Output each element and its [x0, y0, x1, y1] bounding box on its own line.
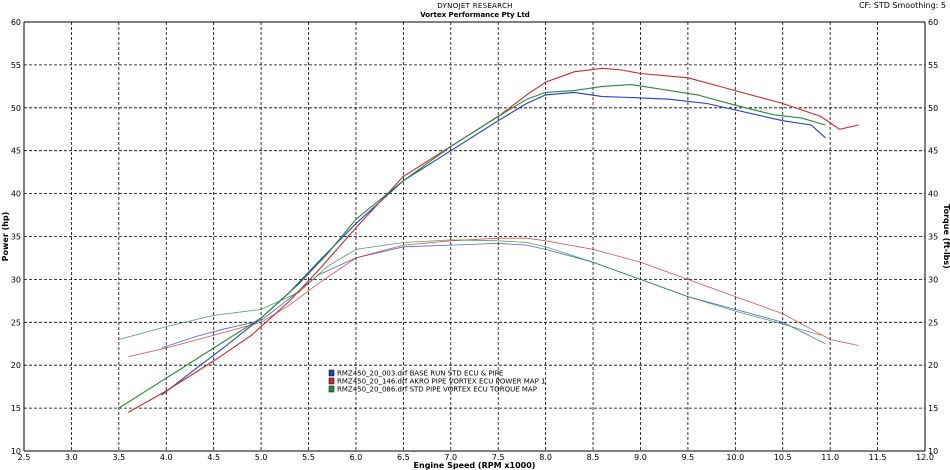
x-tick-label: 8.0	[539, 453, 552, 462]
y-tick-label-right: 40	[928, 190, 938, 199]
legend-swatch	[328, 377, 335, 385]
y-tick-label-right: 35	[928, 233, 938, 242]
legend-swatch	[328, 369, 335, 377]
x-tick-label: 6.0	[350, 453, 363, 462]
x-tick-label: 11.0	[821, 453, 839, 462]
x-tick-label: 9.0	[634, 453, 647, 462]
x-tick-label: 8.5	[587, 453, 600, 462]
x-tick-label: 10.5	[774, 453, 792, 462]
y-tick-label-right: 15	[928, 404, 938, 413]
x-tick-label: 12.0	[916, 453, 934, 462]
y-tick-label-left: 15	[11, 404, 21, 413]
legend-entry: RMZ450_20_146.drf AKRO PIPE VORTEX ECU P…	[337, 378, 546, 386]
series-2-torque-line	[128, 237, 859, 357]
y-tick-label-right: 50	[928, 104, 938, 113]
x-tick-label: 5.0	[255, 453, 268, 462]
x-axis-label: Engine Speed (RPM x1000)	[414, 461, 536, 470]
y-tick-label-right: 60	[928, 18, 938, 27]
series-lines	[118, 67, 859, 413]
x-tick-label: 6.5	[397, 453, 410, 462]
legend-entry: RMZ450_20_086.drf STD PIPE VORTEX ECU TO…	[337, 386, 537, 394]
tick-labels: 2.5 3.0 3.5 4.0 4.5 5.0 5.5 6.0 6.5 7.0 7.5 8.0 8.5 9…	[11, 18, 938, 462]
series-3-power-line	[118, 84, 826, 409]
series-3-torque-line	[118, 239, 821, 340]
correction-info: CF: STD Smoothing: 5	[858, 1, 946, 10]
y-tick-label-left: 45	[11, 147, 21, 156]
legend-swatch	[328, 385, 335, 393]
y-tick-label-left: 10	[11, 447, 21, 456]
x-tick-label: 11.5	[869, 453, 887, 462]
chart-title: DYNOJET RESEARCH	[437, 2, 513, 10]
chart-subtitle: Vortex Performance Pty Ltd	[420, 11, 530, 19]
y-tick-label-right: 20	[928, 361, 938, 370]
x-tick-label: 9.5	[682, 453, 695, 462]
y-tick-label-right: 30	[928, 275, 938, 284]
x-tick-label: 3.0	[65, 453, 78, 462]
y-tick-label-right: 25	[928, 318, 938, 327]
y-tick-label-left: 25	[11, 318, 21, 327]
x-tick-label: 2.5	[18, 453, 31, 462]
y-tick-label-left: 40	[11, 190, 21, 199]
x-tick-label: 3.5	[112, 453, 125, 462]
y-tick-label-left: 35	[11, 233, 21, 242]
x-tick-label: 4.0	[160, 453, 173, 462]
y-tick-label-right: 45	[928, 147, 938, 156]
x-tick-label: 7.5	[492, 453, 505, 462]
x-tick-label: 10.0	[726, 453, 744, 462]
grid	[23, 21, 926, 452]
y-tick-label-left: 60	[11, 18, 21, 27]
y-axis-label-left: Power (hp)	[1, 212, 10, 262]
y-axis-label-right: Torque (ft-lbs)	[942, 204, 950, 269]
x-tick-label: 7.0	[444, 453, 457, 462]
legend-entry: RMZ450_20_003.drf BASE RUN STD ECU & PIP…	[337, 370, 503, 378]
y-tick-label-left: 50	[11, 104, 21, 113]
y-tick-label-left: 55	[11, 61, 21, 70]
y-tick-label-left: 20	[11, 361, 21, 370]
legend: RMZ450_20_003.drf BASE RUN STD ECU & PIP…	[328, 369, 546, 394]
series-2-power-line	[128, 67, 859, 413]
y-tick-label-right: 10	[928, 447, 938, 456]
y-tick-label-right: 55	[928, 61, 938, 70]
x-tick-label: 4.5	[207, 453, 220, 462]
x-tick-label: 5.5	[302, 453, 315, 462]
y-tick-label-left: 30	[11, 275, 21, 284]
